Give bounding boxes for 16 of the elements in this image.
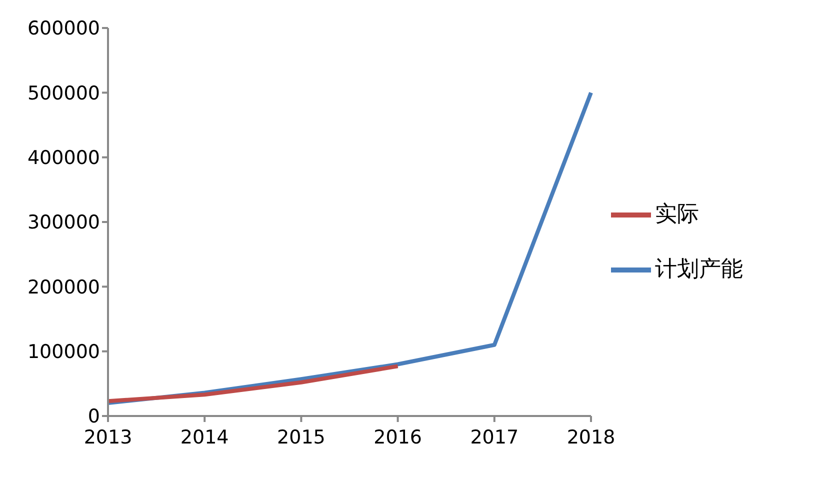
y-tick-label: 400000 <box>27 147 100 170</box>
y-tick-label: 200000 <box>27 276 100 298</box>
x-tick-label: 2014 <box>180 426 229 448</box>
y-tick-label: 500000 <box>27 82 100 104</box>
x-tick-label: 2018 <box>566 426 616 448</box>
y-tick-label: 300000 <box>27 212 100 234</box>
x-tick-label: 2016 <box>374 426 422 448</box>
line-series <box>106 364 400 404</box>
x-tick-label: 2015 <box>277 426 326 448</box>
y-tick-label: 100000 <box>27 341 100 364</box>
x-tick-label: 2013 <box>84 426 132 448</box>
legend-label: 实际 <box>655 202 699 227</box>
x-tick-label: 2017 <box>470 426 519 448</box>
y-tick-label: 600000 <box>27 18 100 40</box>
y-tick-label: 0 <box>88 406 100 428</box>
legend-label: 计划产能 <box>655 257 743 282</box>
